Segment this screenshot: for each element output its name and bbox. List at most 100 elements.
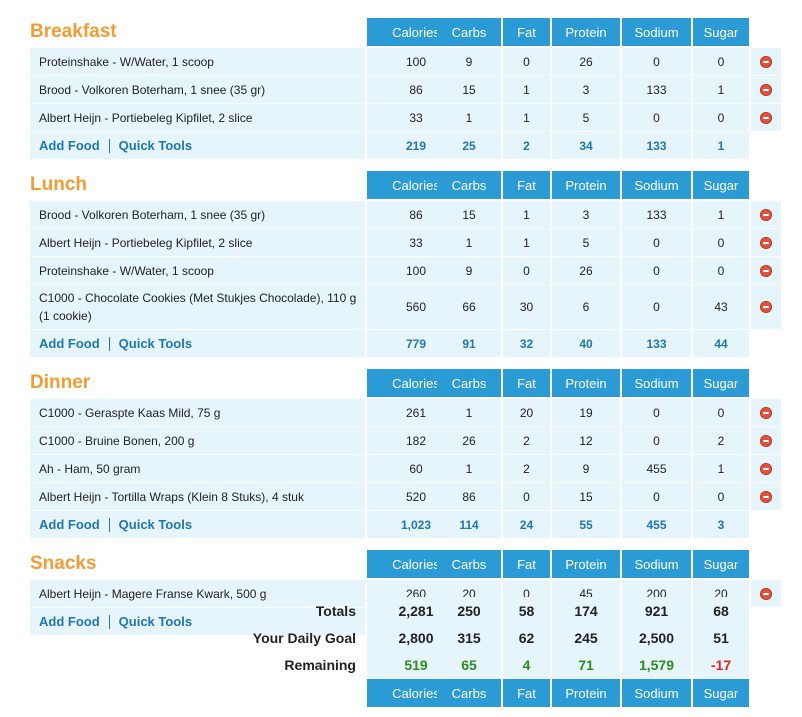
column-header-fat: Fat bbox=[503, 18, 550, 46]
add-food-link[interactable]: Add Food bbox=[39, 516, 100, 532]
delete-icon[interactable] bbox=[760, 264, 772, 277]
column-header-sugar: Sugar bbox=[693, 18, 749, 46]
meal-total-value: 34 bbox=[579, 138, 593, 153]
food-name-link[interactable]: Albert Heijn - Magere Franse Kwark, 500 … bbox=[30, 580, 365, 607]
add-food-link[interactable]: Add Food bbox=[39, 613, 100, 629]
nutrient-value-sodium: 133 bbox=[622, 76, 691, 103]
meal-total-sugar: 44 bbox=[693, 330, 749, 357]
meal-total-protein: 55 bbox=[552, 511, 620, 538]
quick-tools-link[interactable]: Quick Tools bbox=[118, 137, 193, 153]
delete-icon[interactable] bbox=[760, 208, 772, 221]
summary-number: 250 bbox=[457, 602, 481, 619]
delete-icon[interactable] bbox=[760, 55, 772, 68]
add-food-link[interactable]: Add Food bbox=[39, 335, 100, 351]
meal-totals-row: Add Food Quick Tools 1,023 114 24 55 455 3 bbox=[0, 511, 802, 538]
delete-icon[interactable] bbox=[760, 406, 772, 419]
meal-total-carbs: 25 bbox=[437, 132, 501, 159]
delete-icon[interactable] bbox=[760, 111, 772, 124]
quick-tools-link[interactable]: Quick Tools bbox=[118, 516, 193, 532]
delete-cell bbox=[751, 48, 781, 75]
meal-total-value: 133 bbox=[646, 138, 667, 153]
summary-number: 51 bbox=[713, 629, 729, 646]
nutrient-value-protein: 12 bbox=[552, 427, 620, 454]
link-separator bbox=[108, 336, 110, 351]
delete-cell bbox=[751, 201, 781, 228]
column-header-sodium: Sodium bbox=[622, 18, 691, 46]
delete-cell bbox=[751, 427, 781, 454]
summary-value-sodium: 921 bbox=[622, 597, 691, 624]
nutrient-value-carbs: 15 bbox=[437, 201, 501, 228]
food-entry-row: Brood - Volkoren Boterham, 1 snee (35 gr… bbox=[0, 201, 802, 228]
meal-actions: Add Food Quick Tools bbox=[30, 132, 365, 159]
summary-value-sugar: -17 bbox=[693, 651, 749, 678]
summary-value-carbs: 315 bbox=[437, 624, 501, 651]
delete-icon[interactable] bbox=[760, 83, 772, 96]
column-header-carbs: Carbs bbox=[437, 679, 501, 707]
summary-value-sugar: 68 bbox=[693, 597, 749, 624]
delete-cell bbox=[751, 455, 781, 482]
food-name-link[interactable]: C1000 - Bruine Bonen, 200 g bbox=[30, 427, 365, 454]
meal-total-value: 3 bbox=[717, 517, 725, 532]
summary-value-fat: 58 bbox=[503, 597, 550, 624]
food-entry-row: Ah - Ham, 50 gram 60 1 2 9 455 1 bbox=[0, 455, 802, 482]
summary-row-goal: Your Daily Goal 2,800 315 62 245 2,500 51 bbox=[0, 624, 802, 651]
summary-number: 68 bbox=[713, 602, 729, 619]
summary-number: 2,800 bbox=[398, 629, 434, 646]
nutrient-value-carbs: 1 bbox=[437, 455, 501, 482]
nutrient-value-protein: 15 bbox=[552, 483, 620, 510]
summary-number: 2,281 bbox=[398, 602, 434, 619]
meal-total-fat: 24 bbox=[503, 511, 550, 538]
meal-total-value: 91 bbox=[462, 336, 476, 351]
column-header-sugar: Sugar bbox=[693, 171, 749, 199]
nutrient-value-protein: 5 bbox=[552, 229, 620, 256]
nutrient-value-fat: 2 bbox=[503, 455, 550, 482]
column-header-carbs: Carbs bbox=[437, 18, 501, 46]
summary-value-sugar: 51 bbox=[693, 624, 749, 651]
nutrient-value-carbs: 86 bbox=[437, 483, 501, 510]
delete-icon[interactable] bbox=[760, 236, 772, 249]
meal-totals-row: Add Food Quick Tools 219 25 2 34 133 1 bbox=[0, 132, 802, 159]
nutrient-value-sugar: 2 bbox=[693, 427, 749, 454]
summary-number: 315 bbox=[457, 629, 481, 646]
quick-tools-link[interactable]: Quick Tools bbox=[118, 335, 193, 351]
food-entry-row: Albert Heijn - Portiebeleg Kipfilet, 2 s… bbox=[0, 104, 802, 131]
food-name-link[interactable]: Albert Heijn - Portiebeleg Kipfilet, 2 s… bbox=[30, 229, 365, 256]
nutrient-value-fat: 0 bbox=[503, 483, 550, 510]
meal-total-value: 455 bbox=[646, 517, 667, 532]
quick-tools-link[interactable]: Quick Tools bbox=[118, 613, 193, 629]
meal-title: Breakfast bbox=[30, 21, 117, 42]
delete-icon[interactable] bbox=[760, 587, 772, 600]
food-entry-row: C1000 - Bruine Bonen, 200 g 182 26 2 12 0 2 bbox=[0, 427, 802, 454]
meal-actions: Add Food Quick Tools bbox=[30, 608, 365, 635]
food-name-link[interactable]: C1000 - Chocolate Cookies (Met Stukjes C… bbox=[30, 285, 365, 329]
food-name-link[interactable]: Brood - Volkoren Boterham, 1 snee (35 gr… bbox=[30, 76, 365, 103]
nutrient-value-protein: 3 bbox=[552, 76, 620, 103]
column-header-carbs: Carbs bbox=[437, 171, 501, 199]
summary-number: -17 bbox=[710, 656, 732, 673]
delete-icon[interactable] bbox=[760, 434, 772, 447]
food-name-link[interactable]: Brood - Volkoren Boterham, 1 snee (35 gr… bbox=[30, 201, 365, 228]
summary-row-totals: Totals 2,281 250 58 174 921 68 bbox=[0, 597, 802, 624]
food-name-link[interactable]: Albert Heijn - Portiebeleg Kipfilet, 2 s… bbox=[30, 104, 365, 131]
delete-icon[interactable] bbox=[760, 301, 772, 313]
food-name-link[interactable]: Albert Heijn - Tortilla Wraps (Klein 8 S… bbox=[30, 483, 365, 510]
column-header-protein: Protein bbox=[552, 550, 620, 578]
food-name-link[interactable]: Proteinshake - W/Water, 1 scoop bbox=[30, 48, 365, 75]
nutrient-value-sugar: 43 bbox=[693, 285, 749, 329]
nutrient-value-carbs: 1 bbox=[437, 399, 501, 426]
add-food-link[interactable]: Add Food bbox=[39, 137, 100, 153]
nutrient-value-sodium: 0 bbox=[622, 48, 691, 75]
nutrient-value-sugar: 0 bbox=[693, 483, 749, 510]
link-separator bbox=[108, 517, 110, 532]
nutrient-value-carbs: 66 bbox=[437, 285, 501, 329]
summary-number: 65 bbox=[461, 656, 477, 673]
food-name-link[interactable]: C1000 - Geraspte Kaas Mild, 75 g bbox=[30, 399, 365, 426]
meal-header-row: Dinner Calories Carbs Fat Protein Sodium Sugar bbox=[0, 369, 802, 397]
summary-value-fat: 62 bbox=[503, 624, 550, 651]
food-name-link[interactable]: Ah - Ham, 50 gram bbox=[30, 455, 365, 482]
delete-icon[interactable] bbox=[760, 490, 772, 503]
food-name-link[interactable]: Proteinshake - W/Water, 1 scoop bbox=[30, 257, 365, 284]
meal-total-sugar: 1 bbox=[693, 132, 749, 159]
delete-icon[interactable] bbox=[760, 462, 772, 475]
food-entry-row: C1000 - Chocolate Cookies (Met Stukjes C… bbox=[0, 285, 802, 329]
